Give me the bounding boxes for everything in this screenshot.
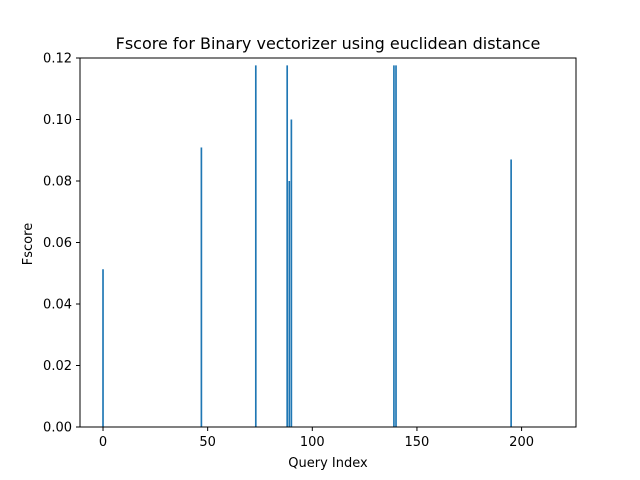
chart-title: Fscore for Binary vectorizer using eucli… — [116, 34, 541, 53]
y-tick-label: 0.06 — [43, 236, 72, 251]
bar — [290, 119, 293, 427]
bar — [254, 65, 257, 427]
y-axis-label: Fscore — [21, 223, 36, 265]
plot-area-frame — [79, 57, 577, 428]
x-tick-label: 50 — [199, 435, 216, 450]
x-axis-label: Query Index — [288, 456, 368, 471]
y-tick-label: 0.08 — [43, 175, 72, 190]
bar — [286, 65, 289, 427]
x-tick-label: 0 — [99, 435, 107, 450]
y-axis-ticks: 0.00 0.02 0.04 0.06 0.08 0.10 0.12 — [43, 52, 80, 436]
y-tick-label: 0.00 — [43, 421, 72, 436]
bar — [288, 181, 291, 427]
y-tick-label: 0.02 — [43, 359, 72, 374]
x-tick-label: 100 — [300, 435, 325, 450]
x-tick-label: 200 — [509, 435, 534, 450]
bar — [200, 147, 203, 428]
bar — [510, 159, 512, 428]
x-axis-ticks: 0 50 100 150 200 — [99, 427, 534, 450]
bars-layer — [102, 65, 512, 428]
y-tick-label: 0.12 — [43, 52, 72, 67]
y-tick-label: 0.10 — [43, 113, 72, 128]
bar — [395, 65, 397, 427]
bar — [102, 269, 104, 427]
y-tick-label: 0.04 — [43, 298, 72, 313]
bar — [393, 65, 395, 427]
x-tick-label: 150 — [405, 435, 430, 450]
